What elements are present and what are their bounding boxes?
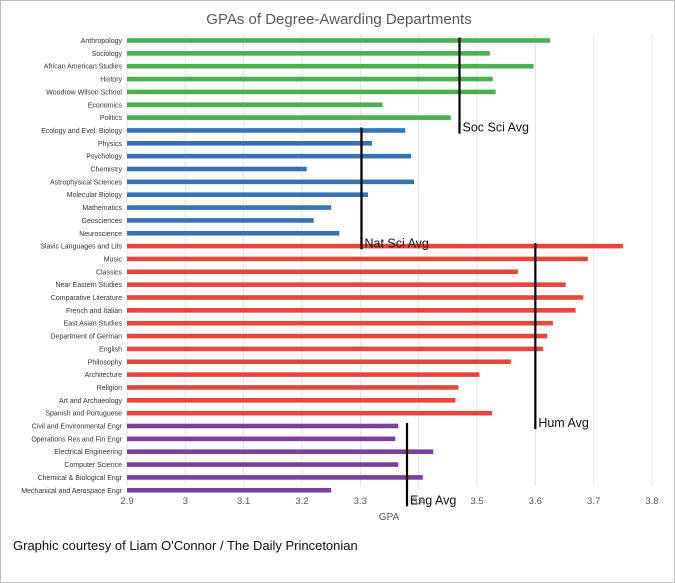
bar: [127, 295, 584, 300]
category-label: Computer Science: [64, 462, 122, 469]
category-label: Classics: [96, 269, 123, 276]
category-label: Politics: [100, 115, 123, 122]
bar: [127, 38, 550, 43]
category-label: Art and Archaeology: [59, 398, 123, 405]
bar: [127, 218, 314, 223]
bar: [127, 475, 423, 480]
x-tick-label: 3.2: [295, 496, 308, 507]
bar: [127, 192, 368, 197]
average-label: Soc Sci Avg: [463, 121, 530, 135]
category-label: Geosciences: [82, 218, 123, 225]
bar: [127, 487, 332, 493]
category-label: Physics: [98, 141, 123, 148]
bar: [127, 410, 493, 416]
bar: [127, 63, 534, 69]
category-label: Near Eastern Studies: [55, 282, 122, 289]
category-label: Psychology: [86, 154, 122, 161]
category-label: French and Italian: [66, 308, 122, 315]
bar: [127, 153, 412, 159]
bar: [127, 449, 434, 454]
x-tick-label: 3.4: [412, 496, 425, 507]
bar: [127, 205, 332, 210]
category-label: Chemical & Biological Engr: [38, 475, 123, 482]
category-label: Operations Res and Fin Engr: [31, 436, 122, 443]
bar: [127, 230, 340, 236]
bar: [127, 423, 399, 429]
bar: [127, 89, 496, 95]
bar: [127, 333, 547, 339]
category-label: Electrical Engineering: [54, 449, 122, 456]
bar: [127, 141, 372, 146]
category-label: Civil and Environmental Engr: [32, 424, 123, 431]
category-label: Spanish and Portuguese: [45, 411, 122, 418]
credit-line: Graphic courtesy of Liam O'Connor / The …: [13, 538, 358, 553]
x-tick-label: 3.7: [587, 496, 600, 507]
bar: [127, 359, 511, 365]
x-tick-label: 3: [183, 496, 188, 507]
category-label: Ecology and Evol. Biology: [41, 128, 122, 135]
bar: [127, 436, 396, 442]
category-label: Economics: [88, 102, 123, 109]
bar: [127, 269, 518, 275]
bar: [127, 308, 576, 313]
category-label: Astrophysical Sciences: [50, 179, 122, 186]
category-label: Chemistry: [90, 167, 122, 174]
bar: [127, 128, 406, 133]
x-tick-label: 3.1: [237, 496, 250, 507]
category-label: Music: [104, 256, 123, 263]
x-tick-label: 3.6: [529, 496, 542, 507]
bar: [127, 256, 588, 262]
x-tick-label: 2.9: [120, 496, 133, 507]
bar: [127, 115, 451, 120]
category-label: Neuroscience: [79, 231, 122, 238]
bar-chart: Soc Sci Avg Nat Sci Avg Hum Avg Eng Avg Ant…: [21, 11, 658, 523]
bar: [127, 51, 490, 56]
category-label: Anthropology: [81, 38, 123, 45]
category-label: Slavic Languages and Lits: [40, 244, 122, 251]
bar: [127, 320, 553, 326]
bars: [127, 38, 623, 493]
category-label: History: [100, 77, 122, 84]
bar: [127, 385, 459, 390]
x-tick-labels: 2.9 3 3.1 3.2 3.3 3.4 3.5 3.6 3.7 3.8: [120, 496, 658, 507]
bar: [127, 346, 543, 352]
category-label: Philosophy: [88, 359, 123, 366]
chart-title: GPAs of Degree-Awarding Departments: [206, 11, 471, 28]
category-label: Mechanical and Aerospace Engr: [21, 488, 122, 495]
bar: [127, 462, 399, 467]
average-label: Eng Avg: [410, 493, 456, 507]
bar: [127, 398, 456, 403]
category-label: English: [99, 346, 122, 353]
bar: [127, 243, 623, 249]
category-label: Woodrow Wilson School: [46, 89, 122, 96]
category-label: East Asian Studies: [64, 321, 123, 328]
category-label: Molecular Biology: [67, 192, 123, 199]
category-label: African American Studies: [44, 64, 123, 71]
category-label: Sociology: [92, 51, 123, 58]
category-label: Architecture: [85, 372, 122, 379]
category-labels: Anthropology Sociology African American St…: [21, 38, 122, 495]
x-tick-label: 3.8: [645, 496, 658, 507]
x-axis-title: GPA: [379, 512, 400, 523]
bar: [127, 179, 414, 185]
category-label: Department of German: [50, 334, 122, 341]
bar: [127, 166, 307, 172]
average-label: Nat Sci Avg: [365, 236, 429, 250]
bar: [127, 76, 493, 82]
category-label: Religion: [97, 385, 122, 392]
x-tick-label: 3.5: [470, 496, 483, 507]
bar: [127, 282, 566, 287]
category-label: Comparative Literature: [51, 295, 122, 302]
average-label: Hum Avg: [538, 416, 589, 430]
bar: [127, 372, 480, 377]
bar: [127, 102, 383, 108]
average-markers: Soc Sci Avg Nat Sci Avg Hum Avg Eng Avg: [360, 37, 589, 507]
x-tick-label: 3.3: [354, 496, 367, 507]
category-label: Mathematics: [82, 205, 122, 212]
